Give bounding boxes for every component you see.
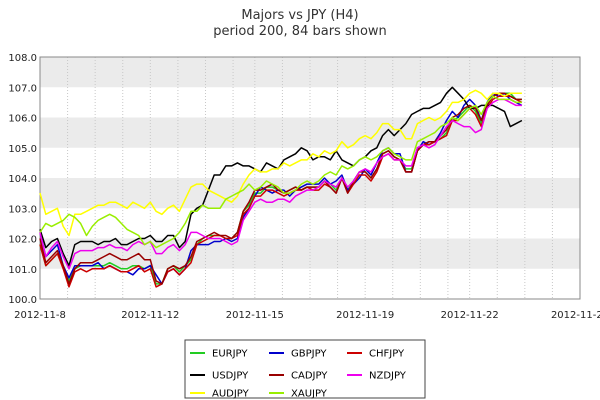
legend: EURJPY GBPJPY CHFJPY USDJPY CADJPY NZDJPY AUDJ… (184, 339, 426, 400)
legend-box (184, 339, 426, 399)
series-usdjpy-line (39, 86, 523, 267)
plot-frame (39, 56, 581, 300)
legend-label-gbpjpy: GBPJPY (291, 349, 327, 360)
chart-title: Majors vs JPY (H4) (241, 8, 358, 23)
x-tick-label: 2012-11-19 (336, 310, 394, 321)
y-tick-label: 104.0 (8, 174, 37, 185)
y-axis-ticks: 100.0 101.0 102.0 103.0 104.0 105.0 106.0 107.0… (8, 53, 37, 306)
legend-label-nzdjpy: NZDJPY (369, 371, 407, 382)
series-nzdjpy-line (39, 98, 522, 270)
x-tick-label: 2012-11-22 (441, 310, 499, 321)
x-tick-label: 2012-11-26 (551, 310, 600, 321)
x-axis-ticks: 2012-11-8 2012-11-12 2012-11-15 2012-11-19 2… (14, 310, 600, 321)
y-tick-label: 103.0 (8, 204, 37, 215)
y-tick-label: 101.0 (8, 265, 37, 276)
y-tick-label: 105.0 (8, 144, 37, 155)
y-tick-label: 107.0 (8, 83, 37, 94)
x-tick-label: 2012-11-8 (14, 310, 66, 321)
legend-label-cadjpy: CADJPY (291, 371, 328, 382)
series-audjpy-line (39, 89, 522, 237)
legend-label-audjpy: AUDJPY (212, 389, 250, 400)
x-tick-label: 2012-11-12 (121, 310, 179, 321)
x-tick-label: 2012-11-15 (226, 310, 284, 321)
y-tick-label: 100.0 (8, 295, 37, 306)
legend-label-chfjpy: CHFJPY (369, 349, 405, 360)
legend-label-xaujpy: XAUJPY (291, 389, 328, 400)
series-lines (39, 86, 523, 288)
legend-label-usdjpy: USDJPY (212, 371, 249, 382)
legend-label-eurjpy: EURJPY (212, 349, 248, 360)
y-tick-label: 106.0 (8, 114, 37, 125)
y-tick-label: 102.0 (8, 235, 37, 246)
series-xaujpy-line (39, 95, 522, 249)
y-tick-label: 108.0 (8, 53, 37, 64)
series-chfjpy-line (39, 95, 523, 288)
chart-subtitle: period 200, 84 bars shown (213, 24, 387, 39)
